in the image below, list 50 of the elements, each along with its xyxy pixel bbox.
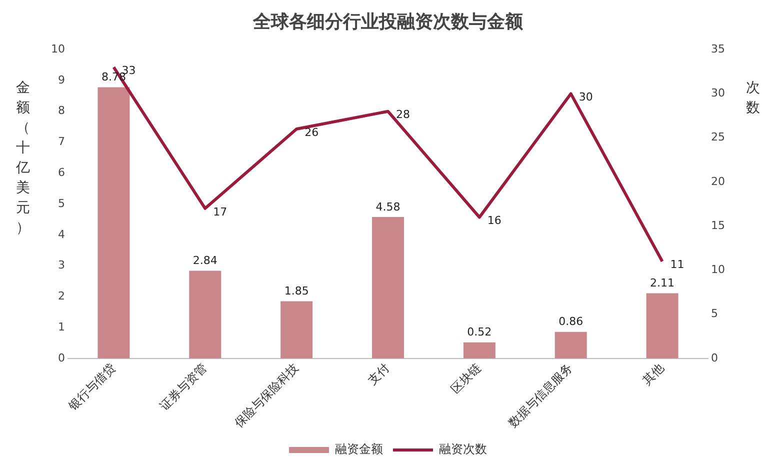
chart-title: 全球各细分行业投融资次数与金额 (252, 11, 524, 32)
y-tick-label: 6 (58, 166, 65, 179)
y2-axis-title: 次数 (745, 79, 761, 118)
data-label: 17 (213, 205, 228, 218)
y-tick-label: 9 (58, 73, 65, 86)
y-axis-title: 金额（十亿美元） (15, 79, 31, 238)
legend-label: 融资次数 (439, 442, 487, 456)
data-label: 28 (396, 108, 410, 122)
bar (98, 87, 130, 358)
y-tick-label: 8 (58, 104, 65, 118)
y2-tick-label: 35 (711, 42, 726, 56)
legend-label: 融资金额 (335, 442, 383, 456)
bar (280, 301, 313, 358)
y2-tick-label: 0 (711, 351, 718, 364)
y-tick-label: 2 (58, 290, 65, 303)
bar (372, 216, 404, 358)
y2-tick-label: 10 (711, 263, 726, 276)
x-tick-label: 其他 (640, 360, 667, 388)
y-tick-label: 10 (50, 42, 65, 56)
data-label: 2.11 (650, 276, 675, 290)
y-tick-label: 7 (58, 135, 65, 148)
bar (554, 332, 587, 358)
x-tick-label: 支付 (365, 360, 392, 388)
x-tick-label: 区块链 (448, 360, 484, 396)
y2-tick-label: 25 (711, 130, 726, 144)
data-label: 11 (670, 258, 684, 272)
data-label: 1.85 (284, 284, 309, 298)
y2-tick-label: 5 (711, 307, 718, 320)
x-tick-label: 证券与资管 (157, 360, 210, 414)
data-label: 30 (578, 90, 593, 104)
x-tick-label: 数据与信息服务 (506, 360, 576, 430)
x-tick-label: 银行与借贷 (65, 360, 118, 414)
data-label: 4.58 (376, 200, 400, 214)
data-label: 2.84 (192, 254, 218, 268)
y-tick-label: 4 (58, 228, 65, 241)
y-tick-label: 3 (58, 258, 65, 272)
x-tick-label: 保险与保险科技 (232, 360, 301, 430)
bar (646, 293, 678, 358)
y-tick-label: 1 (58, 320, 65, 334)
data-label: 0.86 (558, 315, 584, 328)
y2-tick-label: 30 (711, 86, 726, 100)
data-label: 16 (487, 214, 502, 228)
y-tick-label: 5 (58, 196, 65, 210)
data-label: 0.52 (467, 326, 492, 339)
y2-tick-label: 15 (711, 218, 726, 232)
bar (463, 342, 496, 358)
y-tick-label: 0 (58, 351, 65, 364)
y2-tick-label: 20 (711, 174, 726, 188)
data-label: 26 (304, 126, 319, 139)
bar (189, 270, 222, 358)
